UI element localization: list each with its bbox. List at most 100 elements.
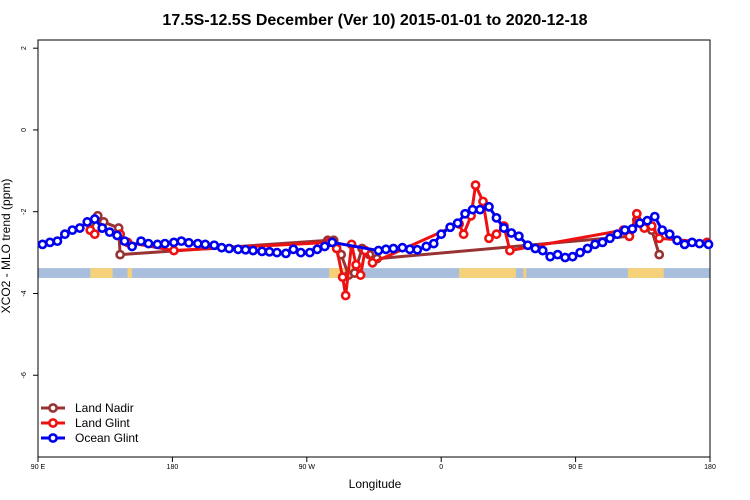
ocean-glint-point [421,241,432,252]
ocean-glint-point [567,251,578,262]
ocean-glint-point [160,238,170,249]
ocean-glint-point [176,236,187,247]
ocean-glint-point [168,237,179,248]
ocean-glint-point [327,237,338,248]
ocean-glint-point [143,238,154,249]
ocean-glint-point [582,243,593,254]
ocean-glint-point [257,246,267,257]
ocean-glint-point [657,225,668,236]
land-band-segment [523,268,527,278]
ocean-glint-point [280,248,291,259]
ocean-glint-point [248,245,258,256]
x-tick-label: 0 [439,464,443,471]
ocean-glint-point [240,244,251,255]
ocean-glint-point [295,247,306,258]
ocean-glint-point [491,212,502,223]
ocean-glint-point [664,229,675,240]
land-glint-point [351,259,361,270]
x-tick-label: 90 W [299,464,316,471]
legend-marker-land-glint [48,418,58,428]
ocean-glint-point [45,237,55,248]
ocean-glint-point [200,239,211,250]
y-tick-label: 0 [21,128,28,132]
land-band-segment [459,268,516,278]
legend-label-land-glint: Land Glint [75,416,130,430]
ocean-glint-point [112,230,123,241]
land-glint-point [458,229,469,240]
ocean-glint-point [597,237,608,248]
ocean-glint-point [67,225,78,236]
ocean-glint-point [499,223,509,233]
x-tick-label: 90 E [31,464,46,471]
land-glint-point [168,245,179,256]
ocean-glint-point [475,204,485,215]
ocean-glint-point [192,238,203,249]
y-axis-label: XCO2 - MLO trend (ppm) [0,179,13,314]
land-glint-point [504,245,515,256]
ocean-glint-point [552,249,563,260]
land-glint-point [654,233,665,244]
ocean-glint-point [264,246,275,257]
legend-marker-land-nadir [48,403,58,413]
y-tick-label: 2 [21,46,28,50]
legend-label-land-nadir: Land Nadir [75,401,134,415]
land-glint-point [470,180,481,191]
ocean-glint-point [672,235,683,246]
ocean-glint-point [373,245,384,256]
ocean-glint-point [537,245,548,256]
ocean-glint-point [545,251,556,262]
land-glint-point [337,272,348,283]
ocean-glint-point [209,240,220,251]
ocean-glint-point [312,244,323,255]
ocean-glint-point [612,229,623,240]
legend-marker-ocean-glint [48,433,58,443]
ocean-glint-point [59,229,70,240]
ocean-glint-point [397,242,408,253]
ocean-glint-point [452,218,463,229]
land-band-segment [90,268,113,278]
y-tick-label: -4 [21,290,28,296]
ocean-band [38,268,710,278]
ocean-glint-point [575,247,585,258]
land-glint-point [478,196,488,207]
ocean-glint-point [513,231,524,242]
land-glint-point [355,270,366,280]
ocean-glint-point [37,239,48,250]
ocean-glint-point [127,241,137,252]
land-glint-point [331,243,342,254]
ocean-glint-point [104,227,115,238]
ocean-glint-point [272,247,282,258]
x-tick-label: 180 [704,464,716,471]
ocean-glint-point [183,237,194,248]
ocean-glint-point [304,247,315,258]
ocean-glint-point [436,229,447,240]
ocean-glint-point [484,201,494,212]
ocean-glint-point [605,233,615,244]
land-nadir-point [115,249,126,260]
ocean-glint-point [506,228,517,238]
ocean-glint-point [216,242,227,253]
ocean-glint-point [530,243,541,254]
ocean-glint-point [412,244,423,255]
ocean-glint-point [679,239,690,250]
ocean-glint-point [74,223,85,233]
ocean-glint-point [694,238,705,249]
ocean-glint-point [428,238,439,249]
ocean-glint-point [136,236,146,247]
x-tick-label: 90 E [568,464,583,471]
land-glint-point [631,208,642,219]
ocean-glint-point [619,225,630,236]
ocean-glint-point [590,239,600,250]
ocean-glint-point [119,236,130,247]
land-band-segment [127,268,133,278]
ocean-glint-point [687,237,697,248]
ocean-glint-point [467,204,478,215]
ocean-glint-point [642,215,653,226]
ocean-glint-point [560,252,571,263]
ocean-glint-point [703,239,714,250]
ocean-glint-point [649,211,660,222]
x-tick-label: 180 [167,464,179,471]
land-nadir-point [654,249,665,260]
ocean-glint-point [388,243,399,254]
